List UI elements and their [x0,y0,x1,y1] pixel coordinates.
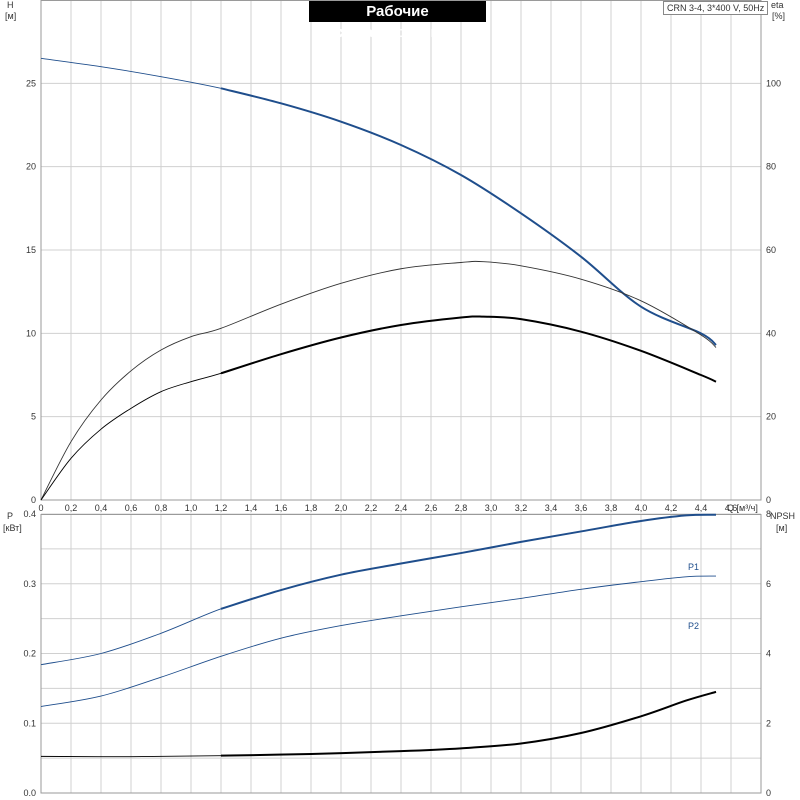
plot-frame [40,514,762,794]
left-tick-label: 10 [26,328,36,338]
series-line-1-0 [40,514,717,666]
series-line-1-1 [40,575,717,707]
x-tick-label: 3,2 [515,503,528,513]
x-tick-label: 2,4 [395,503,408,513]
x-tick-label: 3,0 [485,503,498,513]
grid-layer [40,0,762,794]
x-tick-label: 2,8 [455,503,468,513]
left-tick-label: 5 [31,412,36,422]
x-tick-label: 0,8 [155,503,168,513]
left-tick-label: 0.1 [23,718,36,728]
x-tick-label: 2,2 [365,503,378,513]
x-tick-label: 0 [38,503,43,513]
bottom-left-axis-label-2: [кВт] [3,523,22,533]
plot-frame [40,0,762,501]
series-line-0-1 [40,260,717,501]
x-tick-label: 3,6 [575,503,588,513]
top-left-axis-label-1: H [7,0,14,10]
top-left-axis-label-2: [м] [5,11,16,21]
left-tick-label: 25 [26,78,36,88]
top-right-axis-label-1: eta [771,0,784,10]
right-tick-label: 40 [766,328,776,338]
x-tick-label: 1,4 [245,503,258,513]
right-tick-label: 60 [766,245,776,255]
bottom-left-axis-label-1: P [7,511,13,521]
x-tick-label: 0,2 [65,503,78,513]
left-tick-label: 0.4 [23,509,36,519]
left-tick-label: 0.0 [23,788,36,798]
left-tick-label: 20 [26,162,36,172]
x-tick-label: 4,2 [665,503,678,513]
right-tick-label: 0 [766,495,771,505]
x-tick-label: 4,0 [635,503,648,513]
series-operating-range-0-2 [220,315,717,383]
x-tick-label: 0,6 [125,503,138,513]
series-label-p1: P1 [688,562,699,572]
left-tick-label: 15 [26,245,36,255]
right-tick-label: 6 [766,579,771,589]
x-axis-label: Q [м³/ч] [727,503,758,513]
bottom-right-axis-label-2: [м] [776,523,787,533]
x-tick-label: 1,0 [185,503,198,513]
chart-title: Рабочие характеристики [309,1,486,41]
x-tick-label: 1,8 [305,503,318,513]
series-operating-range-0-0 [220,87,717,346]
x-tick-label: 0,4 [95,503,108,513]
x-tick-label: 4,4 [695,503,708,513]
x-tick-label: 4,6 [725,503,738,513]
left-tick-label: 0 [31,495,36,505]
x-tick-label: 1,2 [215,503,228,513]
x-tick-label: 2,0 [335,503,348,513]
series-line-0-0 [40,57,717,346]
bottom-right-axis-label-1: NPSH [770,511,795,521]
series-operating-range-1-2 [220,690,717,757]
x-tick-label: 3,8 [605,503,618,513]
x-tick-label: 3,4 [545,503,558,513]
series-label-p2: P2 [688,621,699,631]
right-tick-label: 8 [766,509,771,519]
right-tick-label: 80 [766,162,776,172]
series-layer [40,57,717,758]
top-right-axis-label-2: [%] [772,11,785,21]
series-operating-range-1-0 [220,513,717,610]
right-tick-label: 4 [766,649,771,659]
left-tick-label: 0.3 [23,579,36,589]
x-tick-label: 2,6 [425,503,438,513]
x-tick-label: 1,6 [275,503,288,513]
series-line-0-2 [40,315,717,501]
right-tick-label: 0 [766,788,771,798]
right-tick-label: 20 [766,412,776,422]
pump-model-label: CRN 3-4, 3*400 V, 50Hz [663,1,769,15]
right-tick-label: 2 [766,718,771,728]
frame-layer [40,0,762,794]
left-tick-label: 0.2 [23,649,36,659]
right-tick-label: 100 [766,78,781,88]
